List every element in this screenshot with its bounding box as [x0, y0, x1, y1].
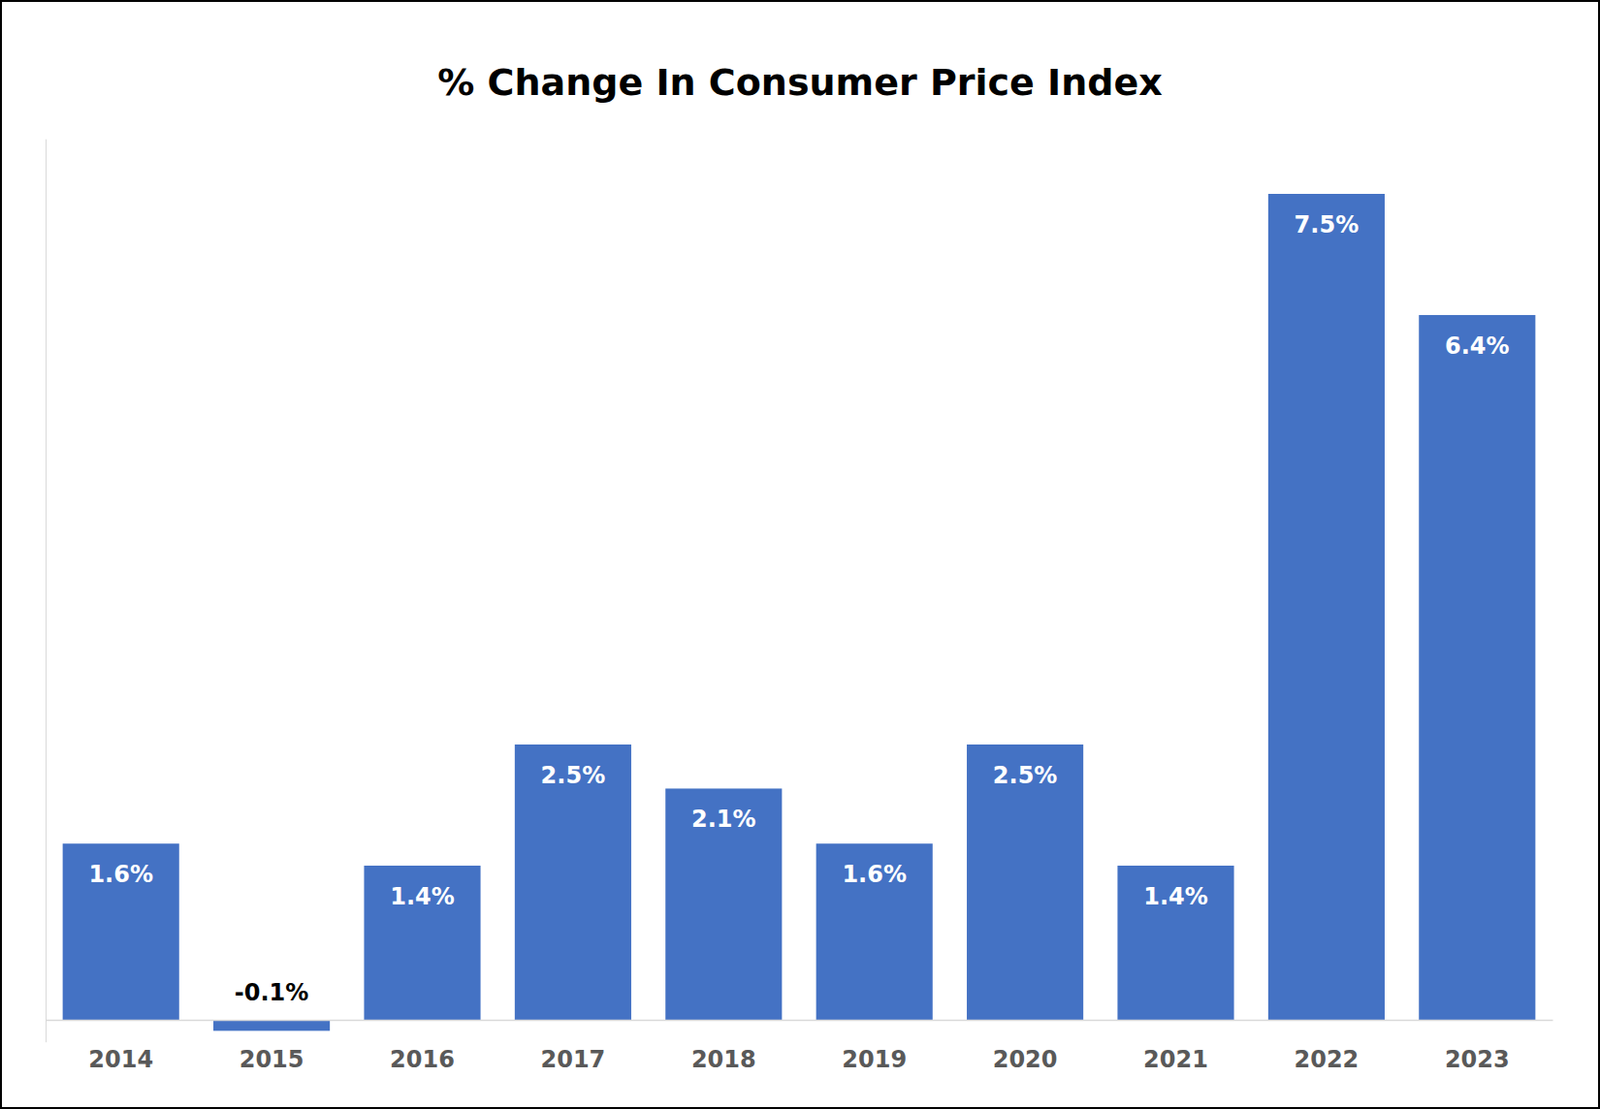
data-label: 7.5% — [1294, 211, 1360, 239]
bar — [63, 843, 180, 1021]
x-tick-label: 2023 — [1444, 1046, 1510, 1074]
x-tick-label: 2015 — [239, 1046, 305, 1074]
x-tick: 2014 — [88, 1046, 154, 1074]
bar — [1117, 865, 1234, 1021]
bar — [816, 843, 933, 1021]
x-tick: 2019 — [841, 1046, 907, 1074]
data-label: 1.4% — [389, 883, 455, 911]
bar — [1418, 315, 1536, 1021]
x-tick: 2023 — [1444, 1046, 1510, 1074]
data-labels: 1.6% -0.1% 1.4% 2.5% 2.1% 1.6% 2.5% 1.4% 7.5% 6.4… — [88, 211, 1509, 1007]
data-label: 2.1% — [691, 805, 757, 833]
x-tick-label: 2022 — [1294, 1046, 1360, 1074]
x-tick: 2020 — [992, 1046, 1058, 1074]
data-label: 6.4% — [1444, 332, 1510, 360]
x-tick-label: 2018 — [691, 1046, 757, 1074]
bar — [213, 1020, 330, 1031]
x-axis: 2014 2015 2016 2017 2018 2019 2020 2021 2022 2023 — [46, 1021, 1554, 1075]
x-axis-line — [46, 1020, 1554, 1023]
data-label: 1.4% — [1143, 883, 1209, 911]
x-tick: 2021 — [1143, 1046, 1209, 1074]
chart-frame: % Change In Consumer Price Index 2014 2015… — [0, 0, 1600, 1109]
y-axis — [45, 139, 47, 1044]
x-tick-label: 2021 — [1143, 1046, 1209, 1074]
bar — [363, 865, 480, 1021]
x-tick: 2015 — [239, 1046, 305, 1074]
x-tick-label: 2014 — [88, 1046, 154, 1074]
x-tick-label: 2016 — [389, 1046, 455, 1074]
data-label: -0.1% — [234, 979, 310, 1007]
x-tick: 2017 — [541, 1046, 607, 1074]
x-tick-label: 2020 — [992, 1046, 1058, 1074]
x-tick-label: 2017 — [541, 1046, 607, 1074]
x-tick: 2018 — [691, 1046, 757, 1074]
data-label: 1.6% — [841, 861, 907, 889]
bar — [514, 744, 632, 1021]
bars — [63, 193, 1536, 1031]
data-label: 2.5% — [992, 762, 1058, 790]
data-label: 2.5% — [541, 762, 607, 790]
chart-svg: % Change In Consumer Price Index 2014 2015… — [1, 1, 1599, 1108]
x-tick: 2016 — [389, 1046, 455, 1074]
y-axis-line — [45, 139, 47, 1044]
x-tick-label: 2019 — [841, 1046, 907, 1074]
bar — [966, 744, 1084, 1021]
bar — [1268, 193, 1385, 1021]
data-label: 1.6% — [88, 861, 154, 889]
chart-title: % Change In Consumer Price Index — [437, 61, 1162, 104]
bar — [665, 788, 782, 1021]
x-tick: 2022 — [1294, 1046, 1360, 1074]
